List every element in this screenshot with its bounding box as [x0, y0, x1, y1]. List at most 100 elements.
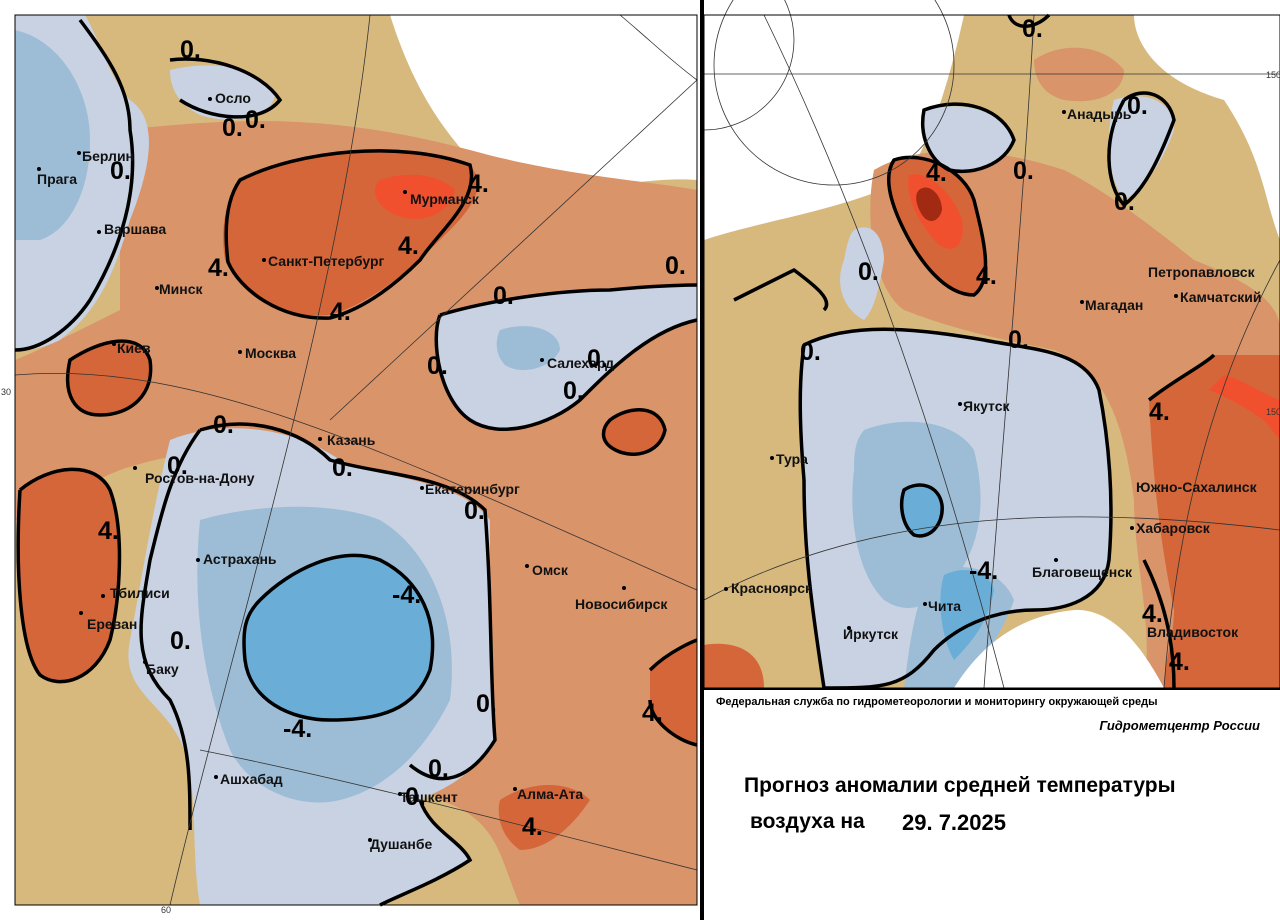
warm-medium-region: [704, 643, 764, 688]
legend-info-box: Федеральная служба по гидрометеорологии …: [704, 688, 1280, 922]
isoline-label: -4.: [969, 557, 999, 585]
left-map-panel: Осло Берлин Прага Варшава Минск Киев Мос…: [1, 14, 698, 915]
isoline-zero: [1007, 13, 1051, 28]
cold-strong-region: [940, 570, 994, 660]
city-label-blagoveshchensk: Благовещенск: [1032, 564, 1132, 580]
latitude-line: [14, 372, 698, 591]
left-anomaly-map: [14, 14, 698, 907]
isoline-label: 4.: [1169, 648, 1190, 676]
city-dot: [155, 286, 159, 290]
city-label-salekhard: Салехард: [547, 355, 615, 371]
isoline-label: 0.: [858, 258, 879, 286]
isoline-four: [648, 699, 698, 747]
isoline-zero: [798, 327, 1113, 690]
isoline-label: 4.: [1149, 398, 1170, 426]
city-label-omsk: Омск: [532, 562, 568, 578]
isoline-label: 0.: [245, 106, 266, 134]
longitude-label: 150: [1266, 407, 1280, 417]
city-dot: [398, 792, 402, 796]
city-dot: [540, 358, 544, 362]
isoline-four: [648, 638, 698, 672]
isoline-label: 0.: [1013, 157, 1034, 185]
cold-strong-region: [243, 555, 433, 720]
city-dot: [368, 838, 372, 842]
isoline-four: [65, 339, 153, 417]
warm-medium-region: [498, 785, 590, 850]
city-label-rostov: Ростов-на-Дону: [145, 470, 255, 486]
isoline-label: 0.: [428, 755, 449, 783]
center-name: Гидрометцентр России: [1099, 718, 1260, 733]
city-label-tura: Тура: [776, 451, 808, 467]
warm-medium-region: [650, 640, 697, 745]
isoline-label: 4.: [208, 254, 229, 282]
isoline-zero: [139, 428, 202, 831]
city-dot: [403, 190, 407, 194]
isoline-label: -4.: [283, 715, 313, 743]
city-dot: [196, 558, 200, 562]
city-dot: [133, 466, 137, 470]
city-dot: [143, 660, 147, 664]
agency-name: Федеральная служба по гидрометеорологии …: [716, 696, 1158, 708]
latitude-line: [199, 749, 698, 871]
isoline-zero: [434, 314, 698, 432]
longitude-label: 150: [1266, 70, 1280, 80]
meridian-line: [329, 79, 698, 421]
isoline-four: [887, 155, 988, 297]
cold-light-region: [436, 285, 697, 430]
warm-medium-region: [1149, 355, 1280, 688]
city-dot: [101, 594, 105, 598]
city-dot: [1130, 526, 1134, 530]
city-label-st-petersburg: Санкт-Петербург: [268, 253, 385, 269]
cold-medium-region: [15, 30, 90, 240]
isoline-label: 0.: [1114, 188, 1135, 216]
city-label-yerevan: Ереван: [87, 616, 138, 632]
isoline-minus-four: [900, 483, 944, 538]
city-label-moscow: Москва: [245, 345, 297, 361]
isoline-four: [16, 467, 122, 684]
isoline-four: [601, 408, 667, 456]
city-dot: [238, 350, 242, 354]
city-label-khabarovsk: Хабаровск: [1136, 520, 1210, 536]
isoline-label: 0.: [563, 377, 584, 405]
forecast-date: 29. 7.2025: [902, 810, 1006, 835]
isoline-label: -4.: [392, 581, 422, 609]
city-dot: [318, 437, 322, 441]
isoline-label: 0.: [332, 454, 353, 482]
warm-light-region: [1034, 47, 1124, 102]
city-dot: [622, 586, 626, 590]
isoline-minus-four: [242, 553, 435, 722]
city-label-almaty: Алма-Ата: [517, 786, 584, 802]
isoline-label: 0.: [180, 36, 201, 64]
warm-strong-region: [375, 174, 455, 219]
isoline-four: [224, 149, 474, 320]
city-dot: [1174, 294, 1178, 298]
latitude-line: [619, 14, 698, 81]
no-data-area: [390, 15, 697, 193]
isoline-four: [1142, 559, 1176, 689]
isoline-label: 0.: [1127, 92, 1148, 120]
longitude-label: 30: [1, 387, 12, 397]
isoline-label: 4.: [330, 298, 351, 326]
city-label-krasnoyarsk: Красноярск: [731, 580, 813, 596]
city-label-oslo: Осло: [215, 90, 251, 106]
isoline-label: 0.: [213, 411, 234, 439]
city-dot: [79, 611, 83, 615]
isoline-zero: [379, 799, 473, 907]
city-label-yuzhno-sakhalinsk: Южно-Сахалинск: [1136, 479, 1257, 495]
city-label-prague: Прага: [37, 171, 78, 187]
isoline-four: [1147, 353, 1216, 402]
city-label-petropavlovsk: Петропавловск: [1148, 264, 1255, 280]
city-dot: [1062, 110, 1066, 114]
cold-light-region: [170, 65, 275, 120]
cold-light-region: [1108, 96, 1174, 200]
cold-light-region: [840, 227, 884, 320]
city-dot: [1080, 300, 1084, 304]
city-dot: [77, 151, 81, 155]
city-dot: [958, 402, 962, 406]
warm-medium-region: [18, 469, 120, 682]
isoline-label: 0.: [405, 783, 426, 811]
latitude-line: [704, 516, 1280, 601]
isoline-zero: [169, 57, 283, 119]
isoline-label: 0.: [476, 690, 497, 718]
map-frame: [14, 14, 698, 906]
